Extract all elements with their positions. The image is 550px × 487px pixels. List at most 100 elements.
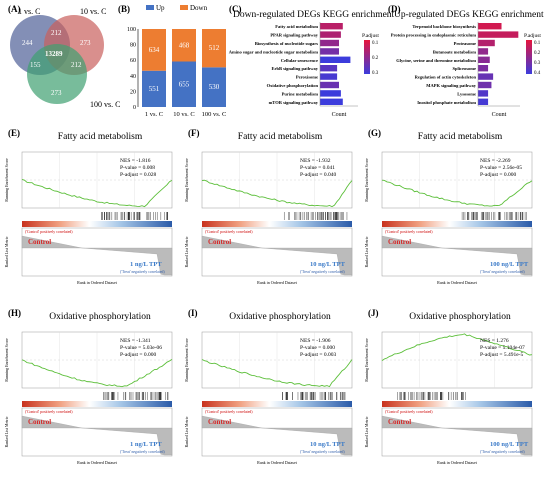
bar-label-up: 655 [179, 80, 190, 88]
kegg-bar [320, 65, 338, 72]
es-ylabel: Running Enrichment Score [4, 338, 9, 382]
neg-corr-label: ('Treat' negatively correlated) [120, 270, 165, 274]
bar-label-down: 634 [149, 46, 160, 54]
control-label: Control [28, 238, 51, 246]
control-label: Control [208, 238, 231, 246]
kegg-term-label: Proteasome [454, 41, 476, 46]
es-curve [201, 359, 353, 388]
es-curve [21, 178, 173, 208]
legend-label-down: Down [190, 4, 208, 12]
bar-down [172, 29, 196, 62]
stat-nes: NES = 1.276 [480, 338, 509, 344]
treat-label: 10 ng/L TPT [310, 261, 346, 268]
metric-area [21, 235, 173, 276]
bar-down [202, 29, 226, 68]
kegg-legend-title: P.adjust [362, 33, 379, 39]
metric-ylabel: Ranked List Metric [364, 416, 369, 447]
gsea-title: Oxidative phosphorylation [49, 312, 151, 322]
es-curve [21, 358, 173, 388]
x-tick-label: 1 vs. C [145, 111, 163, 118]
legend-swatch-down [180, 5, 188, 10]
metric-area [201, 235, 353, 276]
rank-xlabel: Rank in Ordered Dataset [437, 460, 478, 465]
es-curve [381, 179, 533, 207]
venn-label-b: 10 vs. C [80, 7, 106, 16]
stat-pvalue: P-value = 5.03e-06 [120, 345, 162, 351]
gsea-title: Fatty acid metabolism [237, 132, 323, 142]
panel-label-h: (H) [8, 308, 21, 318]
stat-padjust: P-adjust = 0.003 [300, 352, 337, 358]
stat-padjust: P-adjust = 0.040 [300, 172, 337, 178]
kegg-term-label: PPAR signaling pathway [270, 33, 318, 38]
panel-label-b: (B) [118, 4, 130, 14]
stat-pvalue: P-value = 5.104e-07 [480, 345, 525, 351]
es-curve [381, 333, 533, 362]
y-tick-label: 80 [130, 43, 136, 49]
venn-diagram: 1 vs. C 10 vs. C 100 vs. C 244 273 273 2… [10, 7, 120, 109]
kegg-bar [478, 98, 489, 105]
pos-corr-label: ('Control' positively correlated) [205, 230, 253, 234]
es-ylabel: Running Enrichment Score [4, 158, 9, 202]
stat-pvalue: P-value = 0.008 [120, 165, 155, 171]
rank-xlabel: Rank in Ordered Dataset [77, 460, 118, 465]
rank-xlabel: Rank in Ordered Dataset [257, 280, 298, 285]
panel-label-g: (G) [368, 128, 381, 138]
kegg-term-label: Protein processing in endoplasmic reticu… [391, 33, 477, 38]
panel-label-j: (J) [368, 308, 379, 318]
stat-nes: NES = -1.816 [120, 158, 151, 164]
kegg-term-label: Peroxisome [296, 75, 318, 80]
metric-ylabel: Ranked List Metric [184, 416, 189, 447]
y-tick-label: 0 [133, 105, 136, 111]
kegg-bar [478, 73, 494, 80]
gsea-panel-i: (I) Oxidative phosphorylation Running Enri… [180, 308, 360, 483]
kegg-bar [478, 81, 492, 89]
kegg-term-label: mTOR signaling pathway [269, 100, 319, 105]
control-label: Control [388, 418, 411, 426]
pos-corr-label: ('Control' positively correlated) [25, 230, 73, 234]
stat-nes: NES = -1.341 [120, 338, 151, 344]
legend-swatch-up [146, 5, 154, 10]
x-tick-label: 10 vs. C [173, 111, 195, 118]
es-ylabel: Running Enrichment Score [364, 158, 369, 202]
kegg-legend-tick: 0.3 [372, 71, 379, 76]
neg-corr-label: ('Treat' negatively correlated) [300, 450, 345, 454]
gsea-panel-j: (J) Oxidative phosphorylation Running Enri… [360, 308, 540, 483]
gsea-plot: Running Enrichment Score NES = -2.269P-va… [364, 151, 533, 285]
bar-down [142, 29, 166, 71]
stat-nes: NES = -1.932 [300, 158, 331, 164]
treat-label: 100 ng/L TPT [490, 261, 529, 268]
kegg-legend-tick: 0.2 [372, 56, 379, 61]
rank-heat-strip [202, 221, 352, 227]
kegg-legend-tick: 0.3 [534, 61, 541, 66]
kegg-bar [478, 56, 490, 63]
gsea-title: Fatty acid metabolism [57, 132, 143, 142]
stat-padjust: P-adjust = 0.000 [480, 172, 517, 178]
kegg-bar [320, 48, 339, 55]
treat-label: 10 ng/L TPT [310, 441, 346, 448]
kegg-term-label: Biosynthesis of nucleotide sugars [255, 41, 318, 46]
y-tick-label: 60 [130, 58, 136, 64]
stat-nes: NES = -2.269 [480, 158, 511, 164]
metric-area [201, 415, 353, 456]
gsea-plot: Running Enrichment Score NES = -1.906P-va… [184, 331, 353, 465]
panel-label-d: (D) [388, 4, 401, 14]
kegg-term-label: Fatty acid metabolism [275, 24, 318, 29]
rank-xlabel: Rank in Ordered Dataset [257, 460, 298, 465]
rank-heat-strip [22, 401, 172, 407]
kegg-legend-tick: 0.4 [534, 71, 541, 76]
control-label: Control [208, 418, 231, 426]
kegg-term-label: Inositol phosphate metabolism [417, 100, 476, 105]
kegg-up-title: Up-regulated DEGs KEGG enrichment [394, 10, 544, 20]
bar-up [142, 70, 166, 107]
stat-pvalue: P-value = 2.56e-05 [480, 165, 522, 171]
kegg-bar [478, 39, 495, 47]
pos-corr-label: ('Control' positively correlated) [25, 410, 73, 414]
gsea-panel-h: (H) Oxidative phosphorylation Running Enri… [0, 308, 180, 483]
gsea-title: Fatty acid metabolism [417, 132, 503, 142]
y-tick-label: 100 [127, 27, 136, 33]
rank-heat-strip [382, 401, 532, 407]
kegg-bar [478, 90, 489, 97]
kegg-legend-tick: 0.2 [534, 51, 541, 56]
gsea-title: Oxidative phosphorylation [409, 312, 511, 322]
kegg-bar [320, 31, 341, 38]
